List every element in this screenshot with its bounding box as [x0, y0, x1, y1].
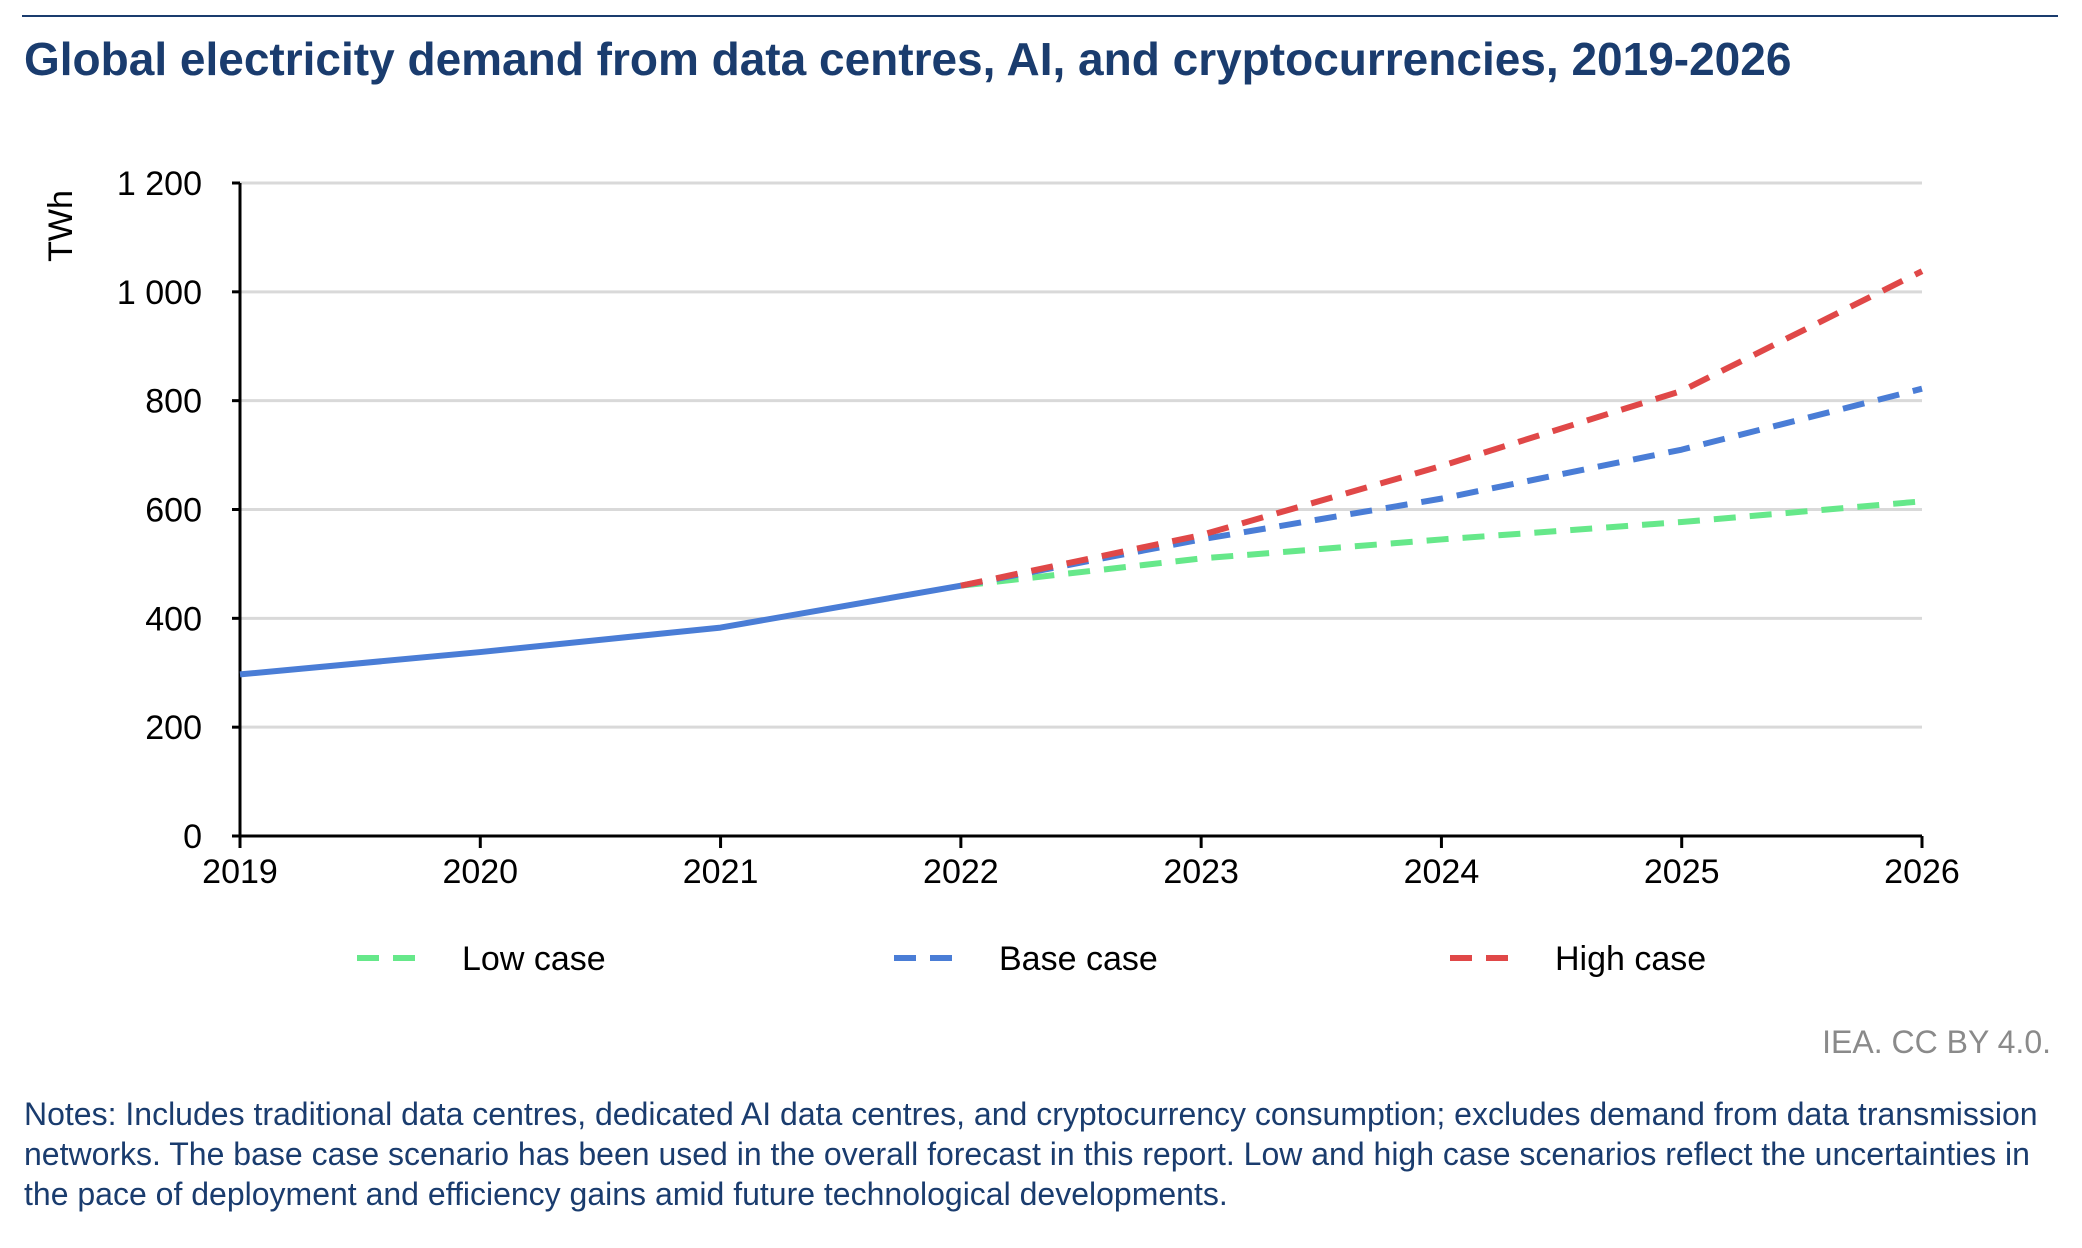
historical-line: [239, 582, 962, 678]
grid-lines: [240, 181, 1922, 729]
y-axis-label: TWh: [42, 190, 80, 262]
axes: 0 200 400 600 800 1 000 1 200 TWh 2019 2020 2021 20…: [42, 165, 1960, 891]
top-rule: [22, 15, 2058, 17]
base-case-legend-label: Base case: [999, 940, 1158, 978]
low-case-line: [960, 498, 1923, 589]
high-case-line: [960, 268, 1924, 589]
y-tick-label: 600: [145, 492, 202, 530]
series-lines: [239, 268, 1924, 678]
x-tick-label: 2026: [1884, 853, 1960, 891]
x-tick-label: 2020: [442, 853, 518, 891]
y-tick-label: 800: [145, 383, 202, 421]
y-tick-label: 200: [145, 709, 202, 747]
legend: Low case Base case High case: [357, 940, 1706, 978]
y-tick-label: 1 200: [117, 165, 202, 203]
y-tick-label: 1 000: [117, 274, 202, 312]
x-tick-label: 2022: [923, 853, 999, 891]
x-tick-label: 2024: [1404, 853, 1480, 891]
low-case-legend-label: Low case: [462, 940, 606, 978]
high-case-legend-label: High case: [1555, 940, 1706, 978]
source-credit: IEA. CC BY 4.0.: [1822, 1024, 2051, 1060]
y-tick-label: 400: [145, 600, 202, 638]
x-tick-label: 2025: [1644, 853, 1720, 891]
x-tick-label: 2021: [683, 853, 759, 891]
x-tick-label: 2023: [1163, 853, 1239, 891]
chart-title: Global electricity demand from data cent…: [24, 33, 1792, 85]
chart-notes: Notes: Includes traditional data centres…: [24, 1096, 2038, 1212]
y-tick-label: 0: [183, 818, 202, 856]
x-tick-label: 2019: [202, 853, 278, 891]
